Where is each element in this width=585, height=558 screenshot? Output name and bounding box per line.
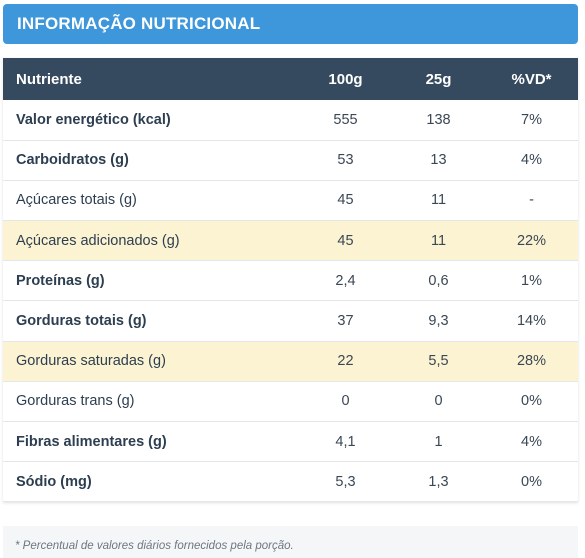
nutrient-name-cell: Açúcares adicionados (g)	[16, 232, 180, 249]
nutrient-name-cell: Proteínas (g)	[16, 272, 105, 289]
value-25g-cell: 0	[434, 393, 443, 410]
table-row: Açúcares totais (g) 45 11 -	[3, 180, 578, 221]
table-row: Valor energético (kcal) 555 138 7%	[3, 100, 578, 141]
value-100g-cell: 0	[341, 393, 350, 410]
table-header: Nutriente 100g 25g %VD*	[3, 58, 578, 100]
value-100g-cell: 5,3	[335, 473, 356, 490]
value-100g-cell: 4,1	[335, 433, 356, 450]
daily-value-cell: 7%	[521, 111, 542, 128]
column-header-vd: %VD*	[511, 70, 552, 88]
daily-value-cell: -	[529, 192, 534, 209]
header-row: Nutriente 100g 25g %VD*	[3, 58, 578, 100]
value-25g-cell: 9,3	[428, 313, 449, 330]
table-row: Carboidratos (g) 53 13 4%	[3, 140, 578, 181]
nutrition-table-container: Nutriente 100g 25g %VD* Valor energético…	[3, 58, 578, 502]
table-row: Açúcares adicionados (g) 45 11 22%	[3, 220, 578, 261]
nutrient-name-cell: Sódio (mg)	[16, 473, 92, 490]
daily-value-cell: 28%	[516, 353, 547, 370]
nutrient-name-cell: Carboidratos (g)	[16, 152, 129, 169]
nutrient-name-cell: Gorduras trans (g)	[16, 393, 135, 410]
value-100g-cell: 53	[337, 152, 354, 169]
footnote: * Percentual de valores diários fornecid…	[3, 526, 578, 558]
value-100g-cell: 37	[337, 313, 354, 330]
table-body: Valor energético (kcal) 555 138 7% Carboidra…	[3, 100, 578, 502]
value-25g-cell: 13	[430, 152, 447, 169]
value-25g-cell: 11	[430, 192, 447, 209]
value-25g-cell: 0,6	[428, 272, 449, 289]
nutrient-name-cell: Fibras alimentares (g)	[16, 433, 167, 450]
daily-value-cell: 4%	[521, 433, 542, 450]
daily-value-cell: 14%	[516, 313, 547, 330]
table-row: Fibras alimentares (g) 4,1 1 4%	[3, 421, 578, 462]
value-25g-cell: 11	[430, 232, 447, 249]
nutrition-table: Nutriente 100g 25g %VD* Valor energético…	[3, 58, 578, 502]
nutrient-name-cell: Gorduras totais (g)	[16, 313, 147, 330]
nutrient-name-cell: Gorduras saturadas (g)	[16, 353, 166, 370]
value-100g-cell: 2,4	[335, 272, 356, 289]
value-25g-cell: 5,5	[428, 353, 449, 370]
table-row: Gorduras trans (g) 0 0 0%	[3, 381, 578, 422]
value-25g-cell: 1	[434, 433, 443, 450]
value-25g-cell: 138	[426, 111, 451, 128]
table-row: Sódio (mg) 5,3 1,3 0%	[3, 461, 578, 502]
daily-value-cell: 1%	[521, 272, 542, 289]
nutrient-name-cell: Valor energético (kcal)	[16, 111, 171, 128]
nutrient-name-cell: Açúcares totais (g)	[16, 192, 137, 209]
table-row: Proteínas (g) 2,4 0,6 1%	[3, 260, 578, 301]
value-100g-cell: 22	[337, 353, 354, 370]
value-25g-cell: 1,3	[428, 473, 449, 490]
column-header-25g: 25g	[425, 70, 452, 88]
title-banner: INFORMAÇÃO NUTRICIONAL	[3, 4, 578, 44]
daily-value-cell: 4%	[521, 152, 542, 169]
daily-value-cell: 22%	[516, 232, 547, 249]
table-row: Gorduras totais (g) 37 9,3 14%	[3, 300, 578, 342]
column-header-nutrient: Nutriente	[16, 70, 82, 88]
value-100g-cell: 45	[337, 192, 354, 209]
value-100g-cell: 555	[333, 111, 358, 128]
column-header-100g: 100g	[328, 70, 363, 88]
table-row: Gorduras saturadas (g) 22 5,5 28%	[3, 341, 578, 382]
value-100g-cell: 45	[337, 232, 354, 249]
daily-value-cell: 0%	[521, 473, 542, 490]
page-title: INFORMAÇÃO NUTRICIONAL	[17, 14, 261, 33]
daily-value-cell: 0%	[521, 393, 542, 410]
